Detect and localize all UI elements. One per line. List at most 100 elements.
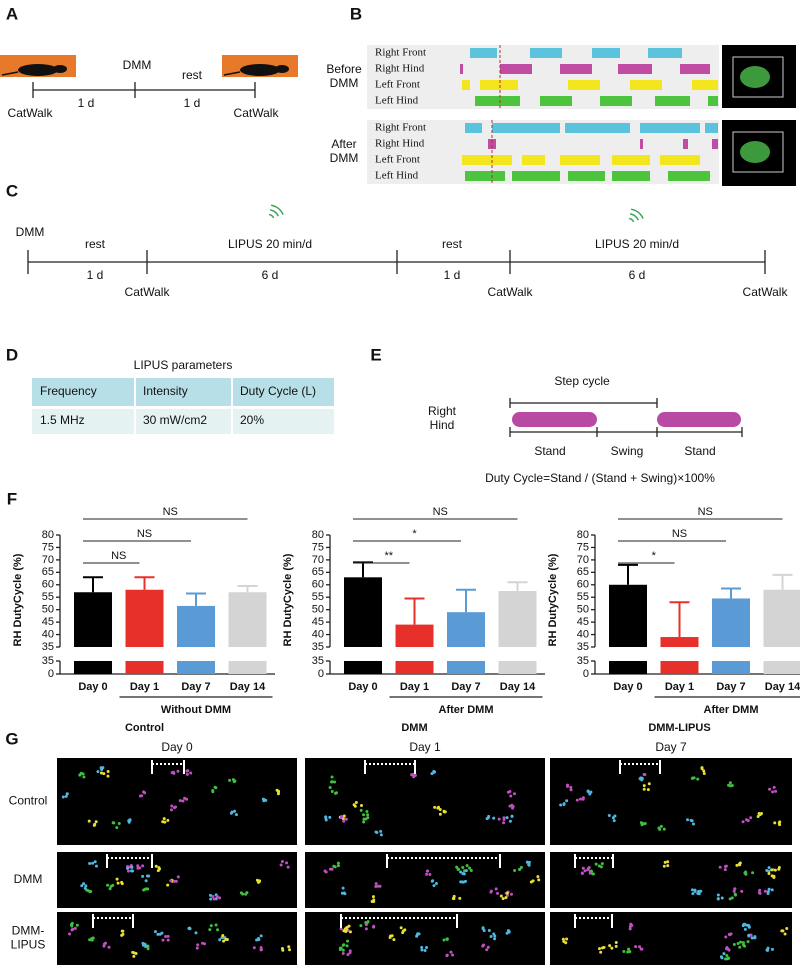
error-bar (237, 585, 258, 593)
y-tick-label: 35 (312, 655, 324, 667)
bar (228, 592, 267, 647)
label: 1 d (184, 96, 201, 110)
paw-dot (506, 790, 510, 794)
paw-dot (580, 871, 584, 875)
paw-dot (505, 816, 509, 820)
y-tick-label: 70 (312, 554, 324, 566)
x-tick-label: Day 0 (78, 681, 107, 693)
paw-dot (730, 783, 734, 787)
paw-dot (666, 860, 670, 864)
paw-dot (646, 788, 650, 792)
table-cell: 30 mW/cm2 (143, 413, 207, 427)
paw-dot (702, 769, 706, 773)
paw-dot (425, 872, 429, 876)
paw-dot (120, 929, 124, 933)
paw-dot (336, 861, 340, 865)
paw-dot (430, 772, 434, 776)
paw-dot (328, 815, 332, 819)
paw-dot (93, 860, 97, 864)
table-header-cell: Frequency (40, 384, 97, 398)
paw-dot (777, 867, 781, 871)
paw-dot (640, 778, 644, 782)
paw-dot (234, 813, 238, 817)
paw-dot (716, 893, 720, 897)
bar (660, 637, 699, 647)
error-bar (772, 573, 793, 590)
paw-dot (431, 879, 435, 883)
paw-dot (280, 860, 284, 864)
paw-dot (136, 864, 140, 868)
paw-dot (120, 882, 124, 886)
paw-dot (222, 939, 226, 943)
paw-dot (738, 945, 742, 949)
paw-dot (626, 950, 630, 954)
paw-dot (371, 895, 375, 899)
y-axis-label: RH DutyCycle (%) (282, 553, 294, 646)
paw-dot (634, 945, 638, 949)
paw-dot (218, 938, 222, 942)
paw-dot (117, 822, 121, 826)
paw-dot (461, 872, 465, 876)
paw-dot (763, 889, 767, 893)
wave-icon (628, 217, 635, 223)
paw-dot (169, 879, 173, 883)
paw-dot (111, 883, 115, 887)
rat-body (18, 64, 58, 76)
paw-dot (75, 923, 79, 927)
wave-icon (630, 208, 644, 219)
limb-label: Left Hind (375, 95, 419, 107)
y-tick-label: 75 (42, 541, 54, 553)
paw-dot (360, 803, 364, 807)
paw-dot (485, 817, 489, 821)
paw-dot (492, 932, 496, 936)
paw-dot (536, 875, 540, 879)
paw-dot (727, 948, 731, 952)
paw-dot (702, 772, 706, 776)
significance-label: NS (672, 528, 687, 540)
paw-dot (527, 860, 531, 864)
y-tick-label: 65 (312, 566, 324, 578)
paw-dot (78, 773, 82, 777)
paw-dot (126, 869, 130, 873)
paw-dot (106, 774, 110, 778)
paw-dot (736, 941, 740, 945)
paw-dot (722, 952, 726, 956)
footfall (618, 64, 652, 74)
paw-dot (518, 868, 522, 872)
rat-head (53, 65, 67, 73)
paw-dot (773, 821, 777, 825)
paw-dot (777, 821, 781, 825)
panel-label: E (370, 345, 381, 364)
paw-dot (343, 892, 347, 896)
footfall (568, 171, 605, 181)
bar-base (228, 661, 267, 674)
paw-dot (512, 792, 516, 796)
paw-dot (341, 952, 345, 956)
row-label: DMM (14, 872, 43, 886)
paw-dot (342, 814, 346, 818)
paw-dot (330, 867, 334, 871)
paw-dot (438, 807, 442, 811)
label: LIPUS 20 min/d (595, 237, 679, 251)
paw-dot (209, 893, 213, 897)
paw-dot (425, 869, 429, 873)
paw-dot (130, 865, 134, 869)
paw-dot (442, 938, 446, 942)
panel-label: G (5, 729, 18, 748)
y-tick-label: 75 (312, 541, 324, 553)
paw-dot (164, 934, 168, 938)
footfall (522, 155, 545, 165)
bar (609, 584, 647, 647)
paw-dot (212, 897, 216, 901)
y-tick-label: 55 (577, 591, 589, 603)
chart-title: DMM-LIPUS (648, 722, 710, 734)
bar (74, 592, 112, 647)
paw-dot (433, 770, 437, 774)
paw-dot (581, 866, 585, 870)
paw-dot (768, 787, 772, 791)
paw-dot (519, 865, 523, 869)
paw-dot (229, 811, 233, 815)
label: DMM (123, 58, 152, 72)
chart-title: Control (125, 722, 164, 734)
paw-dot (510, 803, 514, 807)
